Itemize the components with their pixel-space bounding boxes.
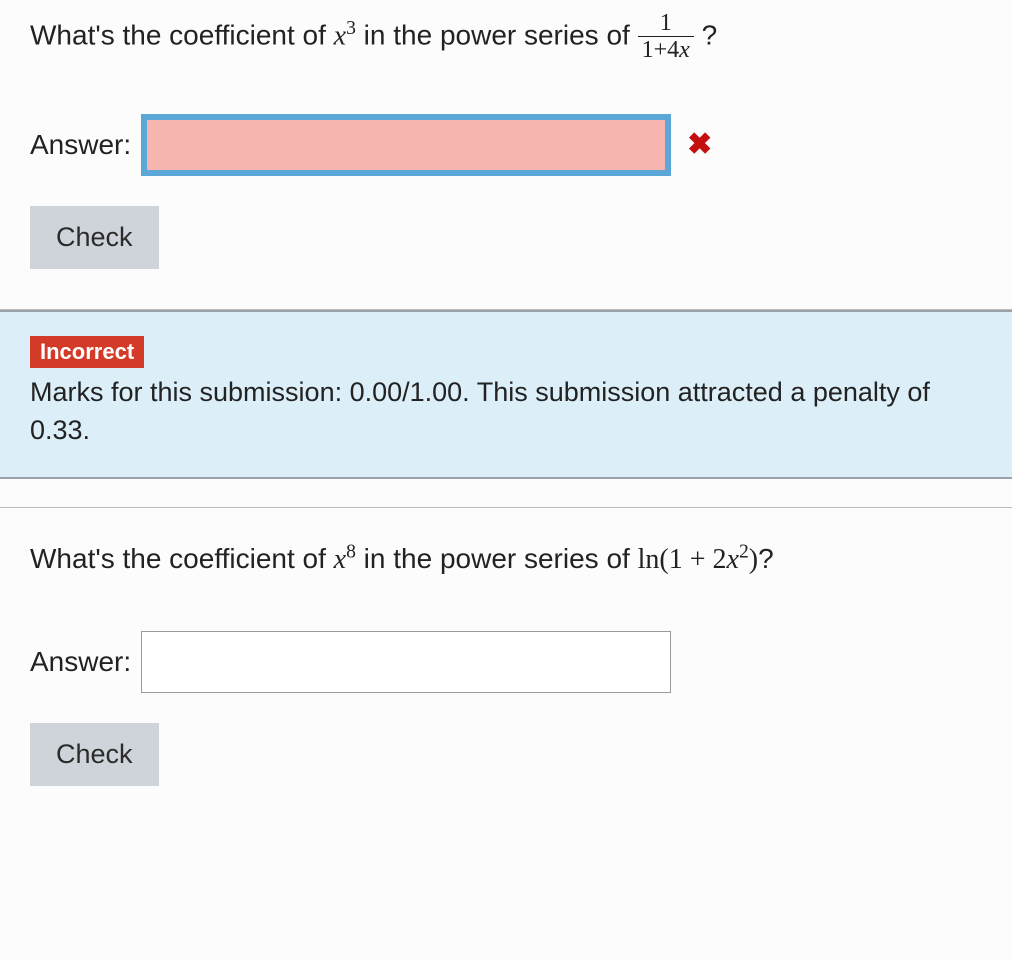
q1-frac-num: 1 xyxy=(638,10,694,37)
q2-text-suffix: ? xyxy=(758,543,774,574)
q1-text-suffix: ? xyxy=(702,19,718,50)
feedback-panel: Incorrect Marks for this submission: 0.0… xyxy=(0,310,1012,480)
q1-answer-label: Answer: xyxy=(30,129,131,161)
q1-check-button[interactable]: Check xyxy=(30,206,159,269)
q2-answer-input[interactable] xyxy=(141,631,671,693)
q2-var-exp: 8 xyxy=(346,542,356,563)
q1-answer-row: Answer: ✖ xyxy=(30,114,982,176)
q2-var-base: x xyxy=(334,544,346,575)
q1-var-exp: 3 xyxy=(346,18,356,39)
q2-answer-row: Answer: xyxy=(30,631,982,693)
q1-answer-input[interactable] xyxy=(141,114,671,176)
q1-fraction: 1 1+4x xyxy=(638,10,694,64)
q2-text-mid: in the power series of xyxy=(364,543,638,574)
q1-text-mid: in the power series of xyxy=(364,19,638,50)
q2-check-button[interactable]: Check xyxy=(30,723,159,786)
q2-answer-label: Answer: xyxy=(30,646,131,678)
incorrect-cross-icon: ✖ xyxy=(687,127,712,162)
question-2: What's the coefficient of x8 in the powe… xyxy=(0,507,1012,826)
q2-func: ln(1 + 2x2) xyxy=(638,544,758,575)
question-1: What's the coefficient of x3 in the powe… xyxy=(0,0,1012,310)
q2-text-prefix: What's the coefficient of xyxy=(30,543,334,574)
question-1-prompt: What's the coefficient of x3 in the powe… xyxy=(30,10,982,64)
q1-text-prefix: What's the coefficient of xyxy=(30,19,334,50)
feedback-text: Marks for this submission: 0.00/1.00. Th… xyxy=(30,374,982,450)
question-2-prompt: What's the coefficient of x8 in the powe… xyxy=(30,538,982,581)
q1-var-base: x xyxy=(334,20,346,51)
q1-frac-den: 1+4x xyxy=(638,37,694,63)
incorrect-badge: Incorrect xyxy=(30,336,144,368)
